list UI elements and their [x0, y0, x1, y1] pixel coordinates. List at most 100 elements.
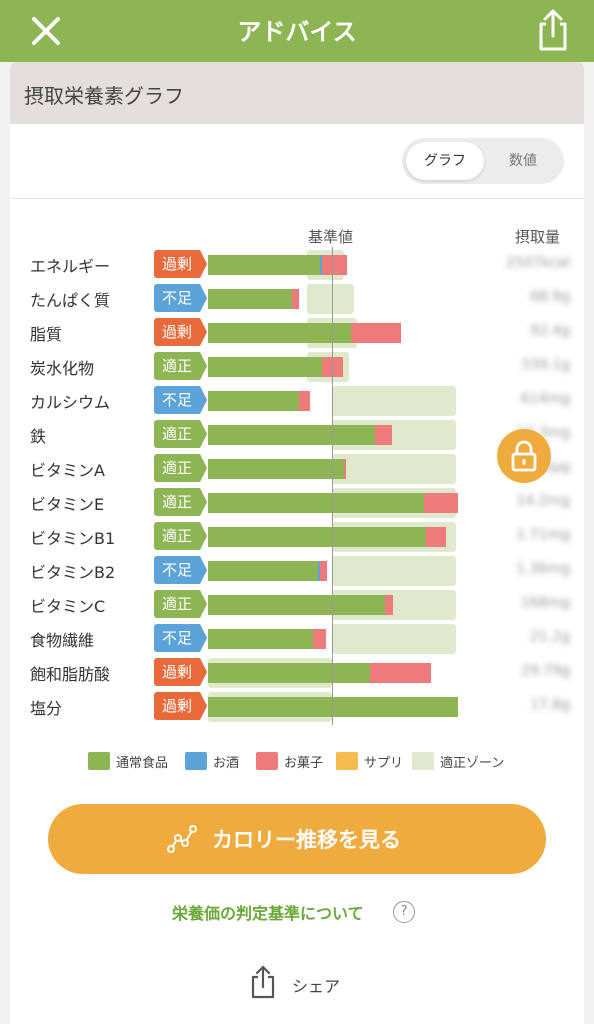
- status-badge: 過剰: [154, 318, 208, 346]
- lock-icon: [511, 440, 537, 472]
- question-icon[interactable]: ?: [393, 901, 415, 923]
- nutrient-name: 食物繊維: [30, 631, 95, 650]
- normal-food-segment: [208, 527, 427, 547]
- status-label: 不足: [154, 556, 200, 584]
- intake-bar: [208, 561, 328, 581]
- status-arrow: [200, 454, 207, 482]
- intake-bar: [208, 595, 393, 615]
- status-badge: 過剰: [154, 692, 208, 720]
- appropriate-zone: [332, 454, 456, 484]
- nutrient-name: 炭水化物: [30, 359, 95, 378]
- intake-value: 168mg: [520, 595, 570, 611]
- toggle-numeric[interactable]: 数値: [509, 153, 537, 169]
- status-label: 過剰: [154, 318, 200, 346]
- snacks-segment: [423, 493, 458, 513]
- share-icon[interactable]: [533, 8, 573, 52]
- status-arrow: [200, 658, 207, 686]
- intake-value: 1.71mg: [516, 527, 570, 543]
- status-label: 適正: [154, 488, 200, 516]
- intake-value: 17.8g: [529, 697, 570, 713]
- nutrient-name: 飽和脂肪酸: [30, 665, 111, 684]
- status-label: 不足: [154, 624, 200, 652]
- close-icon[interactable]: [28, 13, 64, 49]
- share-button[interactable]: シェア: [248, 964, 358, 1004]
- intake-column-header: 摂取量: [515, 228, 561, 246]
- legend-label: 適正ゾーン: [440, 756, 505, 771]
- status-label: 過剰: [154, 692, 200, 720]
- status-arrow: [200, 556, 207, 584]
- status-arrow: [200, 590, 207, 618]
- card-title: 摂取栄養素グラフ: [24, 84, 184, 108]
- page-title: アドバイス: [237, 18, 357, 46]
- status-label: 適正: [154, 590, 200, 618]
- status-arrow: [200, 250, 207, 278]
- status-badge: 過剰: [154, 250, 208, 278]
- status-label: 過剰: [154, 658, 200, 686]
- calorie-trend-button[interactable]: カロリー推移を見る: [48, 804, 546, 874]
- normal-food-segment: [208, 663, 371, 683]
- intake-value: 1.36mg: [516, 561, 570, 577]
- baseline-column-header: 基準値: [308, 228, 354, 246]
- intake-bar: [208, 357, 344, 377]
- status-badge: 不足: [154, 284, 208, 312]
- toggle-graph[interactable]: グラフ: [406, 142, 484, 180]
- nutrient-name: ビタミンE: [30, 495, 105, 514]
- status-badge: 適正: [154, 522, 208, 550]
- share-label: シェア: [292, 977, 341, 996]
- normal-food-segment: [208, 289, 293, 309]
- status-label: 不足: [154, 386, 200, 414]
- legend-label: 通常食品: [116, 756, 169, 771]
- normal-food-segment: [208, 493, 424, 513]
- criteria-link[interactable]: 栄養価の判定基準について: [172, 904, 364, 923]
- status-label: 不足: [154, 284, 200, 312]
- normal-food-segment: [208, 255, 320, 275]
- status-badge: 適正: [154, 420, 208, 448]
- nutrient-name: カルシウム: [30, 393, 111, 412]
- intake-value: 68.9g: [529, 289, 570, 305]
- calorie-trend-label: カロリー推移を見る: [212, 828, 401, 852]
- divider: [10, 198, 584, 199]
- intake-value: 339.1g: [521, 357, 570, 373]
- intake-bar: [208, 663, 432, 683]
- legend-label: お菓子: [284, 756, 324, 771]
- status-badge: 適正: [154, 454, 208, 482]
- normal-food-segment: [208, 697, 458, 717]
- appropriate-zone: [332, 556, 456, 586]
- lock-button[interactable]: [497, 429, 551, 483]
- nutrient-row: 塩分 過剰 17.8g: [10, 692, 584, 722]
- intake-bar: [208, 289, 299, 309]
- normal-food-segment: [208, 561, 319, 581]
- share-icon: [251, 965, 275, 999]
- status-label: 適正: [154, 352, 200, 380]
- nutrient-name: たんぱく質: [30, 291, 111, 310]
- alcohol-segment: [318, 561, 320, 581]
- status-arrow: [200, 624, 207, 652]
- status-badge: 適正: [154, 352, 208, 380]
- snacks-segment: [322, 255, 347, 275]
- normal-food-segment: [208, 595, 386, 615]
- app-header: アドバイス: [0, 0, 594, 62]
- legend-swatch: [185, 752, 207, 770]
- normal-food-segment: [208, 425, 376, 445]
- snacks-segment: [298, 391, 310, 411]
- nutrient-row: 炭水化物 適正 339.1g: [10, 352, 584, 382]
- trend-chart-icon: [167, 825, 197, 853]
- legend-label: サプリ: [364, 756, 404, 771]
- status-label: 適正: [154, 420, 200, 448]
- intake-bar: [208, 255, 347, 275]
- status-badge: 不足: [154, 386, 208, 414]
- intake-bar: [208, 459, 346, 479]
- nutrient-row: エネルギー 過剰 2507kcal: [10, 250, 584, 280]
- nutrient-row: たんぱく質 不足 68.9g: [10, 284, 584, 314]
- intake-bar: [208, 629, 326, 649]
- baseline-line: [332, 247, 333, 725]
- status-arrow: [200, 522, 207, 550]
- nutrient-name: 塩分: [30, 699, 63, 718]
- status-badge: 適正: [154, 590, 208, 618]
- appropriate-zone: [332, 386, 456, 416]
- intake-value: 2507kcal: [506, 255, 570, 271]
- intake-bar: [208, 493, 458, 513]
- nutrient-row: 飽和脂肪酸 過剰 29.79g: [10, 658, 584, 688]
- status-badge: 不足: [154, 556, 208, 584]
- snacks-segment: [375, 425, 392, 445]
